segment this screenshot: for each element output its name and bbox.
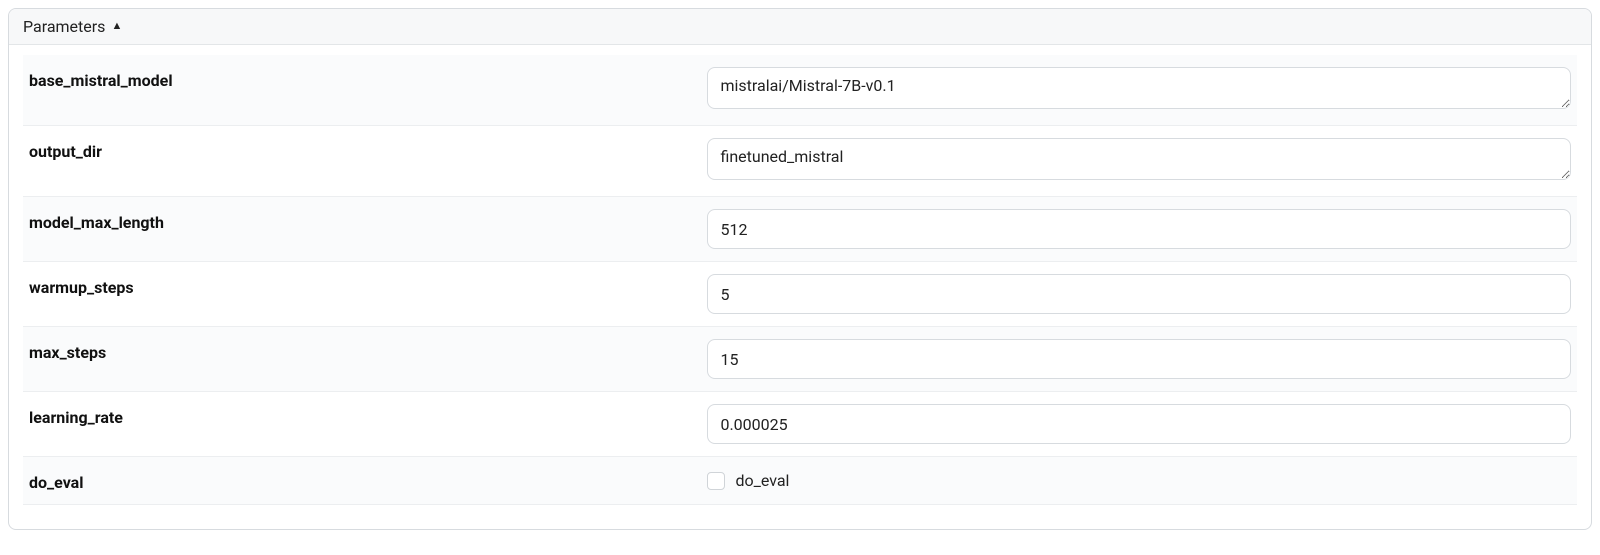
param-row-do-eval: do_eval do_eval xyxy=(23,457,1577,505)
param-control xyxy=(707,404,1571,444)
learning-rate-input[interactable] xyxy=(707,404,1571,444)
param-control: do_eval xyxy=(707,469,1571,490)
do-eval-checkbox-label: do_eval xyxy=(735,471,789,490)
param-label: base_mistral_model xyxy=(29,67,707,90)
parameters-body: base_mistral_model output_dir model_max_… xyxy=(9,45,1591,529)
warmup-steps-input[interactable] xyxy=(707,274,1571,314)
param-label: do_eval xyxy=(29,469,707,492)
param-row-model-max-length: model_max_length xyxy=(23,197,1577,262)
param-row-learning-rate: learning_rate xyxy=(23,392,1577,457)
output-dir-input[interactable] xyxy=(707,138,1571,180)
param-label: warmup_steps xyxy=(29,274,707,297)
param-control xyxy=(707,274,1571,314)
param-label: output_dir xyxy=(29,138,707,161)
do-eval-checkbox-wrap: do_eval xyxy=(707,469,1571,490)
param-label: learning_rate xyxy=(29,404,707,427)
param-label: max_steps xyxy=(29,339,707,362)
param-row-base-mistral-model: base_mistral_model xyxy=(23,55,1577,126)
parameters-title: Parameters xyxy=(23,17,105,36)
param-control xyxy=(707,138,1571,184)
param-control xyxy=(707,209,1571,249)
base-mistral-model-input[interactable] xyxy=(707,67,1571,109)
do-eval-checkbox[interactable] xyxy=(707,472,725,490)
model-max-length-input[interactable] xyxy=(707,209,1571,249)
param-row-max-steps: max_steps xyxy=(23,327,1577,392)
param-control xyxy=(707,339,1571,379)
param-control xyxy=(707,67,1571,113)
param-row-warmup-steps: warmup_steps xyxy=(23,262,1577,327)
parameters-header[interactable]: Parameters ▲ xyxy=(9,9,1591,45)
collapse-caret-icon: ▲ xyxy=(111,20,122,31)
param-row-output-dir: output_dir xyxy=(23,126,1577,197)
parameters-panel: Parameters ▲ base_mistral_model output_d… xyxy=(8,8,1592,530)
max-steps-input[interactable] xyxy=(707,339,1571,379)
param-label: model_max_length xyxy=(29,209,707,232)
